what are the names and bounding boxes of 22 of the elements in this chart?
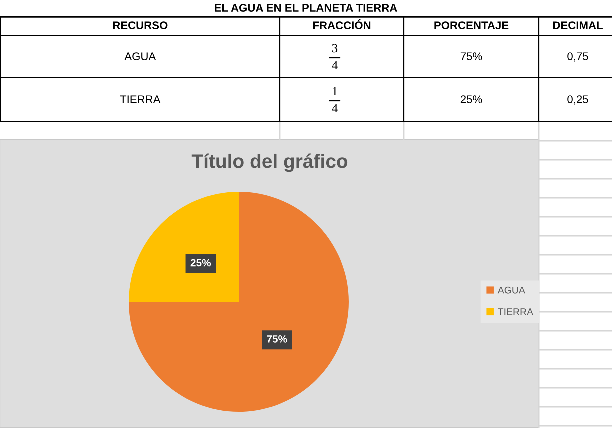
text: 3 — [332, 44, 338, 53]
pie-slice — [129, 192, 239, 302]
text: AGUA — [124, 52, 156, 60]
data-label: 75% — [267, 336, 288, 343]
chart-title: Título del gráfico — [192, 154, 348, 172]
pie-slice — [129, 192, 349, 412]
text: PORCENTAJE — [434, 22, 509, 30]
text: RECURSO — [113, 22, 168, 30]
text: 75% — [460, 52, 482, 60]
text: EL AGUA EN EL PLANETA TIERRA — [215, 4, 398, 12]
text: FRACCIÓN — [313, 20, 371, 30]
text: DECIMAL — [553, 22, 603, 30]
text: 0,25 — [568, 96, 588, 105]
text: 4 — [332, 104, 338, 113]
text: 0,75 — [568, 52, 588, 62]
text: 1 — [332, 87, 338, 96]
text: 4 — [332, 61, 338, 70]
text: 25% — [460, 96, 482, 104]
legend-label: AGUA — [498, 286, 526, 294]
data-label: 25% — [190, 259, 212, 267]
legend-label: TIERRA — [498, 308, 534, 316]
text: TIERRA — [120, 96, 161, 104]
